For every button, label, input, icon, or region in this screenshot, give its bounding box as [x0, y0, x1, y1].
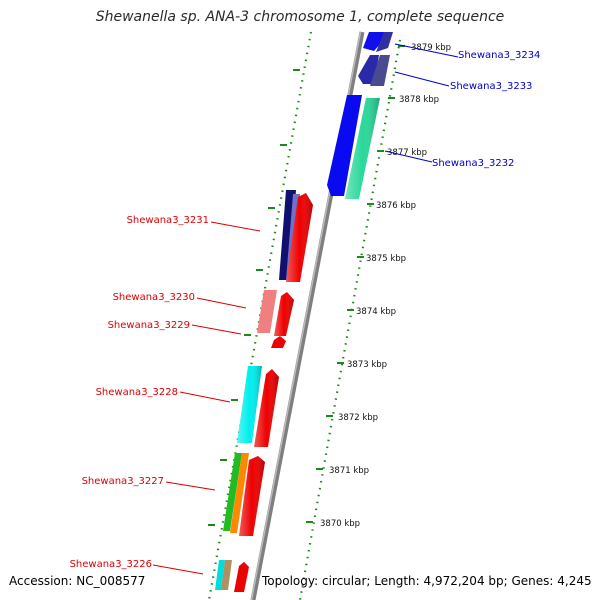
gene-shewana3-3232-a[interactable] — [327, 95, 362, 196]
kbp-label: 3874 kbp — [356, 307, 396, 317]
topology-text: Topology: circular; Length: 4,972,204 bp… — [262, 574, 592, 588]
gene-shewana3-3226-c[interactable] — [234, 562, 249, 592]
gene-labels: Shewana3_3234 Shewana3_3233 Shewana3_323… — [70, 50, 541, 570]
gene-shewana3-3233-b[interactable] — [370, 55, 390, 86]
gene-label-shewana3-3230[interactable]: Shewana3_3230 — [113, 292, 195, 303]
gene-label-shewana3-3229[interactable]: Shewana3_3229 — [108, 320, 190, 331]
kbp-label: 3870 kbp — [320, 519, 360, 529]
kbp-label: 3872 kbp — [338, 413, 378, 423]
map-title: Shewanella sp. ANA-3 chromosome 1, compl… — [95, 9, 505, 25]
forward-genes — [327, 32, 393, 199]
gene-shewana3-3227-a[interactable] — [223, 453, 242, 531]
gene-label-shewana3-3234[interactable]: Shewana3_3234 — [458, 50, 540, 61]
label-connectors — [152, 43, 459, 575]
gene-label-shewana3-3226[interactable]: Shewana3_3226 — [70, 559, 152, 570]
gene-shewana3-3226-b[interactable] — [221, 560, 232, 590]
gene-label-shewana3-3233[interactable]: Shewana3_3233 — [450, 81, 532, 92]
gene-shewana3-3234-b[interactable] — [376, 32, 393, 52]
kbp-label: 3873 kbp — [347, 360, 387, 370]
reverse-genes — [215, 190, 313, 592]
gene-shewana3-3227-b[interactable] — [230, 453, 249, 533]
kbp-labels: 3879 kbp 3878 kbp 3877 kbp 3876 kbp 3875… — [320, 43, 451, 529]
gene-shewana3-3234[interactable] — [363, 32, 384, 51]
gene-label-shewana3-3227[interactable]: Shewana3_3227 — [82, 476, 164, 487]
gene-shewana3-3229[interactable] — [271, 336, 286, 348]
gene-label-shewana3-3228[interactable]: Shewana3_3228 — [96, 387, 178, 398]
kbp-label: 3871 kbp — [329, 466, 369, 476]
gene-label-shewana3-3231[interactable]: Shewana3_3231 — [127, 215, 209, 226]
gene-label-shewana3-3232[interactable]: Shewana3_3232 — [432, 158, 514, 169]
accession-text: Accession: NC_008577 — [9, 574, 146, 588]
right-ring-ticks — [306, 45, 405, 523]
kbp-label: 3877 kbp — [387, 148, 427, 158]
kbp-label: 3879 kbp — [411, 43, 451, 53]
kbp-label: 3878 kbp — [399, 95, 439, 105]
left-ring-ticks — [208, 69, 300, 526]
kbp-label: 3875 kbp — [366, 254, 406, 264]
gene-shewana3-3230[interactable] — [257, 290, 277, 333]
kbp-label: 3876 kbp — [376, 201, 416, 211]
gene-shewana3-3226-a[interactable] — [215, 560, 225, 590]
